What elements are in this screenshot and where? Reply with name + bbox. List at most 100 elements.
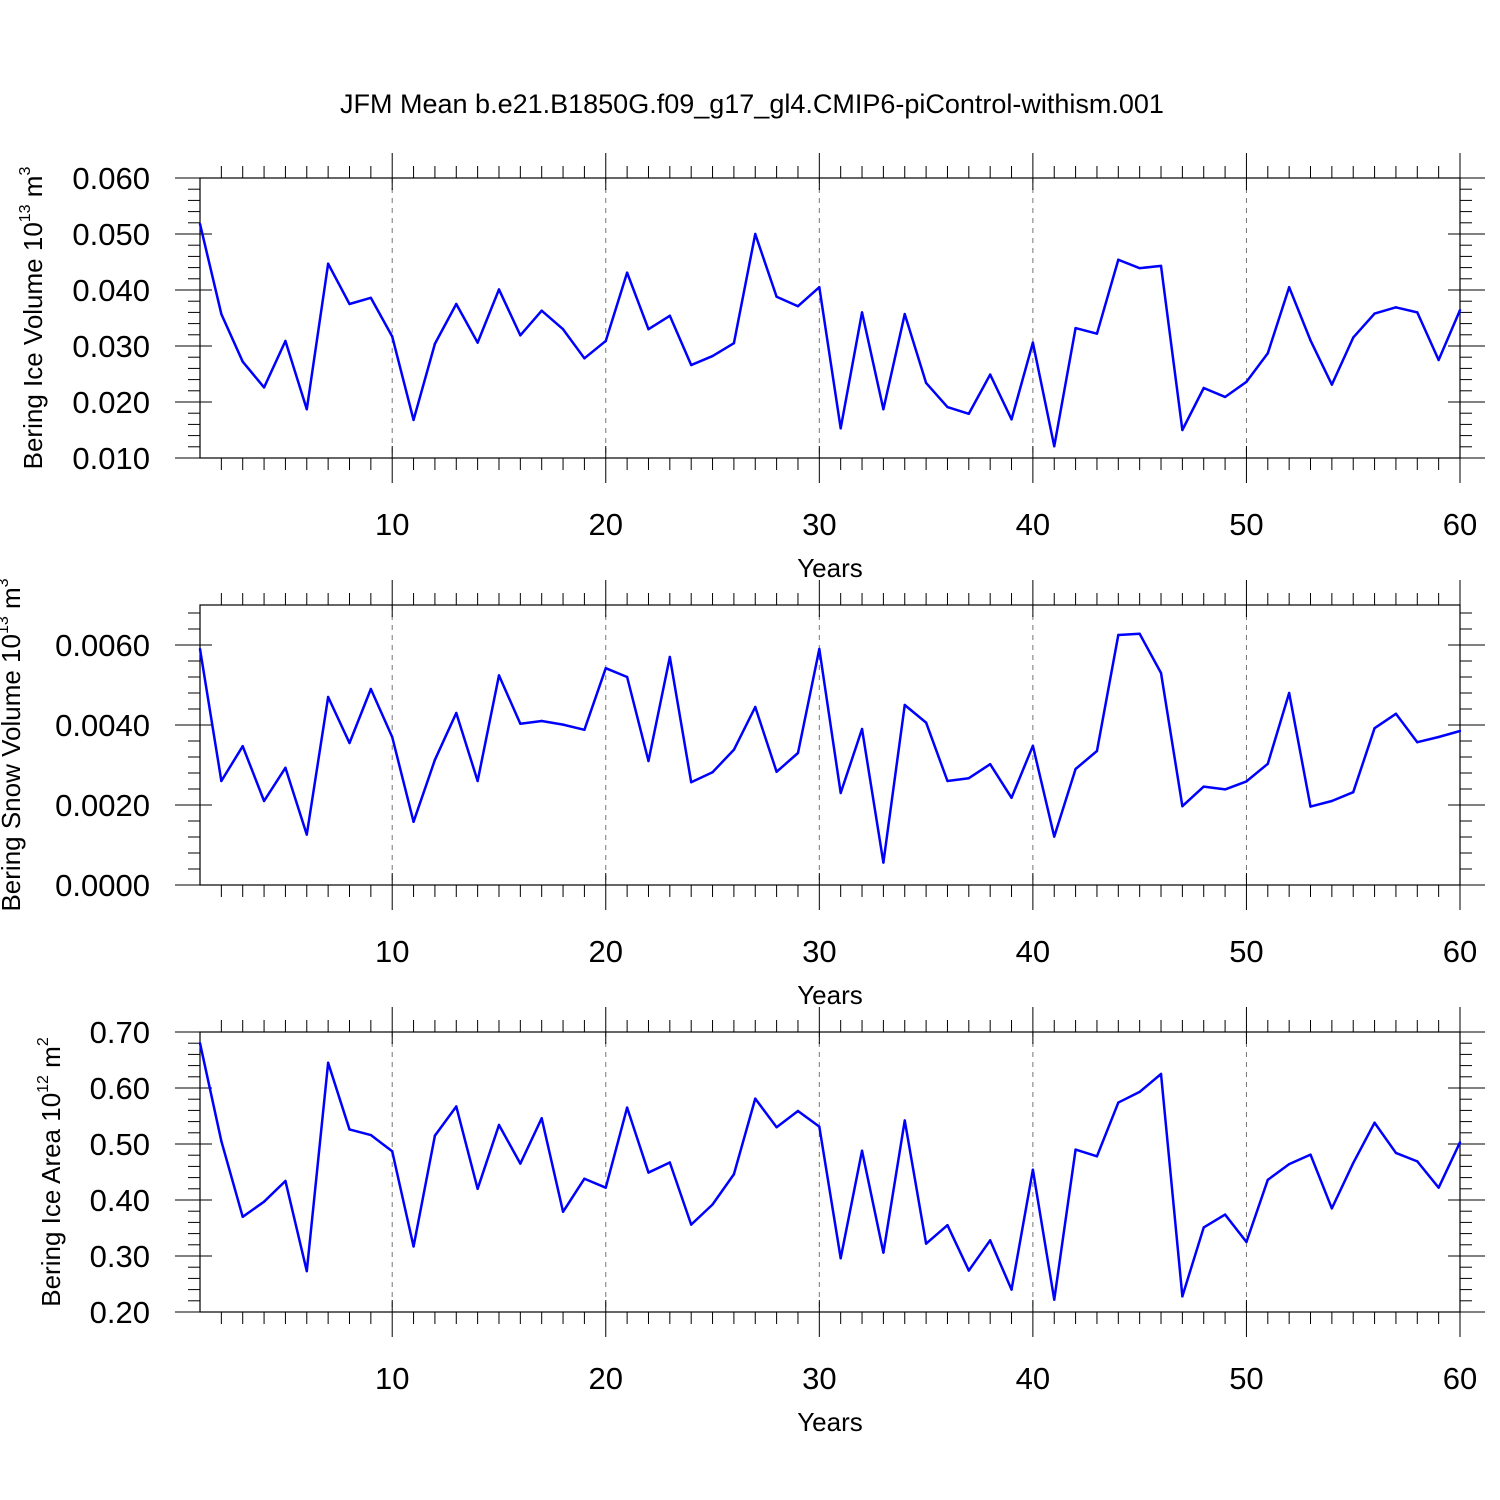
data-point [519, 1162, 522, 1165]
x-tick-label: 30 [802, 934, 836, 969]
data-point [924, 381, 928, 385]
data-point [1202, 386, 1205, 390]
x-tick-label: 10 [375, 1361, 409, 1396]
data-point [1223, 788, 1227, 791]
data-point [732, 342, 736, 345]
data-point [1352, 1161, 1355, 1165]
data-point [1074, 767, 1077, 771]
data-point [689, 363, 693, 367]
data-point [369, 687, 373, 691]
data-point [796, 1109, 800, 1113]
data-point [476, 1187, 479, 1191]
y-tick-label: 0.40 [90, 1183, 150, 1218]
data-point [1437, 358, 1440, 362]
data-point [1373, 312, 1376, 315]
data-point [220, 1140, 223, 1143]
y-tick-label: 0.60 [90, 1071, 150, 1106]
data-point [946, 405, 949, 409]
data-point [1053, 445, 1056, 448]
data-point [476, 779, 479, 783]
data-point [433, 758, 437, 761]
data-point [604, 1186, 607, 1189]
data-point [967, 777, 971, 780]
y-tick-label: 0.70 [90, 1015, 150, 1050]
data-point [1031, 744, 1035, 747]
y-tick-label: 0.0040 [55, 708, 150, 743]
data-point [284, 1179, 287, 1183]
series-line [198, 1042, 1462, 1301]
data-point [668, 1161, 672, 1164]
data-point [348, 1128, 351, 1131]
data-point [412, 1245, 415, 1248]
y-tick-label: 0.0060 [55, 628, 150, 663]
y-axis-label-text: Bering Snow Volume 10 [0, 634, 26, 912]
data-point [561, 723, 565, 726]
data-point [497, 1123, 501, 1127]
data-point [1330, 383, 1334, 386]
data-point [1394, 712, 1398, 715]
chart-title: JFM Mean b.e21.B1850G.f09_g17_gl4.CMIP6-… [340, 89, 1164, 119]
data-point [1309, 339, 1312, 342]
data-point [1138, 266, 1141, 270]
data-point [1117, 1101, 1120, 1104]
data-point [924, 1242, 928, 1245]
data-point [988, 763, 992, 766]
y-tick-label: 0.0000 [55, 868, 150, 903]
data-point [946, 779, 949, 783]
data-point [775, 770, 778, 773]
data-point [305, 1269, 308, 1273]
y-tick-label: 0.0020 [55, 788, 150, 823]
x-tick-label: 30 [802, 507, 836, 542]
y-tick-label: 0.50 [90, 1127, 150, 1162]
x-tick-label: 40 [1016, 1361, 1050, 1396]
y-axis-label-exponent: 3 [0, 578, 12, 587]
data-point [1138, 632, 1141, 635]
data-point [1245, 780, 1248, 783]
data-point [540, 1117, 543, 1120]
x-axis-label: Years [797, 980, 863, 1010]
data-point [1373, 1121, 1376, 1124]
data-point [647, 1171, 650, 1174]
data-point [1181, 1295, 1184, 1298]
data-point [1309, 805, 1312, 808]
data-point [1245, 1240, 1248, 1244]
data-point [583, 728, 586, 731]
y-tick-label: 0.060 [72, 161, 150, 196]
x-tick-label: 10 [375, 934, 409, 969]
y-tick-label: 0.010 [72, 441, 150, 476]
y-axis-label: Bering Ice Volume 1013 m3 [17, 167, 48, 470]
data-point [1394, 306, 1398, 309]
data-point [1309, 1153, 1312, 1156]
data-point [540, 309, 543, 312]
data-point [284, 339, 287, 343]
series-line [198, 223, 1462, 448]
data-point [220, 779, 223, 783]
data-point [882, 408, 885, 411]
data-point [1330, 799, 1334, 803]
y-tick-label: 0.20 [90, 1295, 150, 1330]
data-point [433, 1134, 437, 1137]
data-point [1245, 380, 1248, 384]
data-point [647, 759, 650, 763]
data-point [1095, 749, 1099, 753]
data-point [519, 722, 522, 725]
data-point [476, 341, 479, 344]
data-point [1159, 264, 1163, 268]
data-point [839, 427, 842, 430]
data-point [1138, 1090, 1141, 1094]
data-point [220, 312, 223, 316]
data-point [1287, 286, 1291, 289]
data-point [903, 312, 906, 316]
data-point [326, 262, 330, 265]
data-point [1416, 311, 1419, 314]
data-point [1223, 1213, 1227, 1216]
data-point [689, 1223, 693, 1226]
data-point [262, 1200, 266, 1203]
data-point [924, 721, 928, 724]
data-point [519, 334, 522, 337]
data-point [455, 302, 458, 306]
data-point [1373, 727, 1376, 730]
x-tick-label: 20 [589, 934, 623, 969]
data-point [647, 328, 650, 331]
data-point [967, 1269, 971, 1272]
